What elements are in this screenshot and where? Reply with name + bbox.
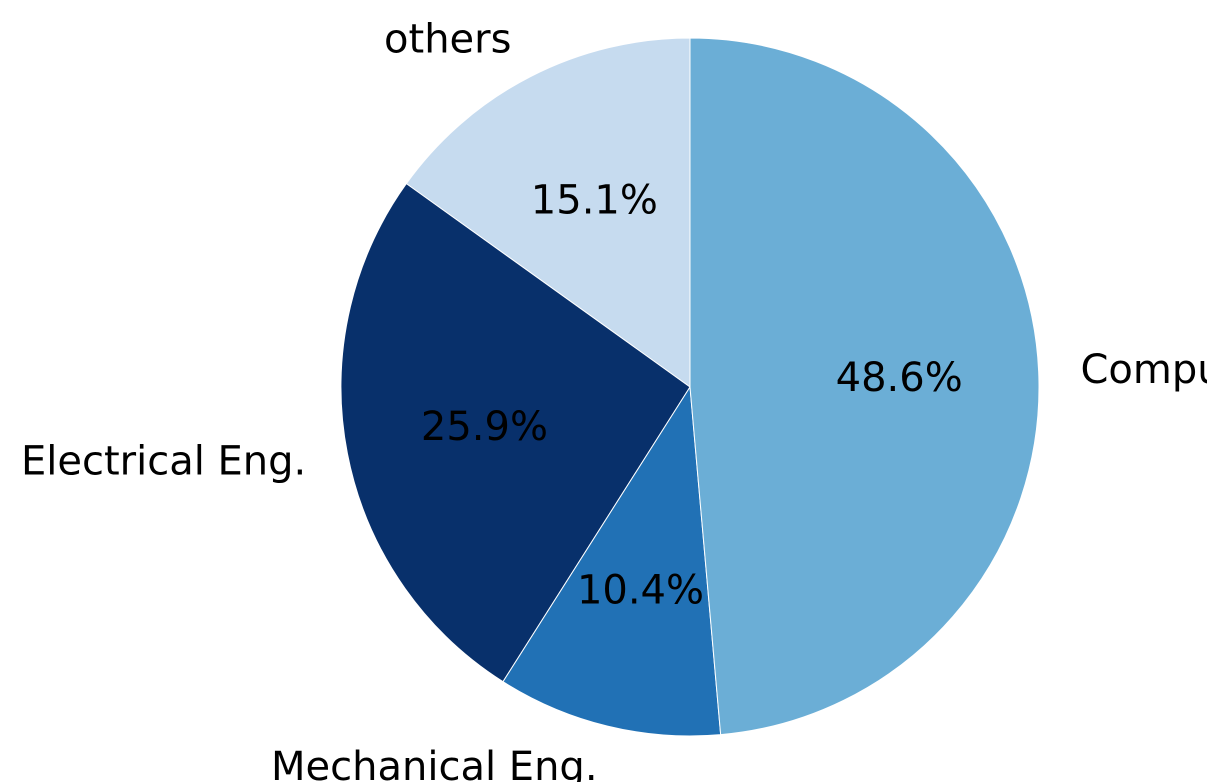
category-label-others: others: [384, 16, 511, 62]
pie-slice-electrical-eng: [340, 182, 691, 683]
pie-slice-mechanical-eng: [502, 385, 722, 737]
pie-slice-computer-sc: [689, 37, 1040, 736]
pie-slice-others: [405, 37, 691, 388]
pct-label-mechanical-eng: 10.4%: [577, 567, 704, 613]
category-label-mechanical-eng: Mechanical Eng.: [271, 744, 598, 782]
slices-layer: [340, 37, 1040, 737]
pct-label-computer-sc: 48.6%: [836, 355, 963, 401]
labels-layer: 15.1% others 25.9% Electrical Eng. 10.4% Mech…: [21, 16, 1207, 782]
pct-label-others: 15.1%: [531, 178, 658, 224]
category-label-computer-sc: Computer Sc.: [1081, 347, 1207, 393]
pct-label-electrical-eng: 25.9%: [421, 404, 548, 450]
category-label-electrical-eng: Electrical Eng.: [21, 438, 306, 484]
